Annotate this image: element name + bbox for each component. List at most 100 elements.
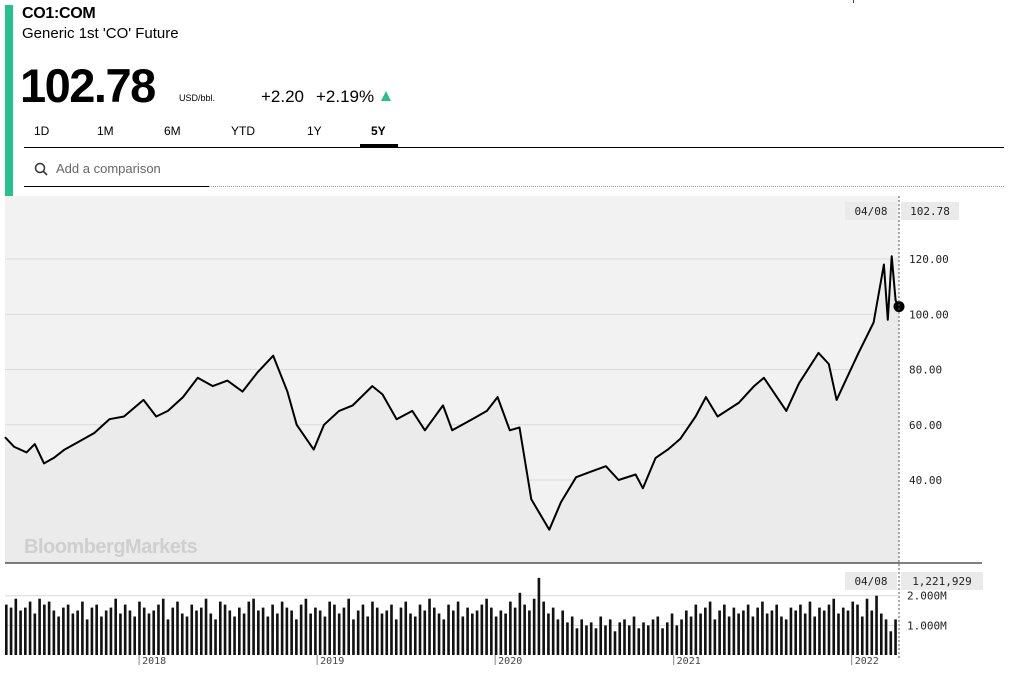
volume-bar [5,604,8,655]
y-tick-label: 40.00 [909,474,942,487]
volume-bar [452,610,455,655]
volume-bar [342,607,346,655]
volume-bar [537,577,541,655]
security-name: Generic 1st 'CO' Future [22,25,179,42]
volume-bar [299,604,303,655]
volume-bar [594,628,598,655]
volume-bar [737,613,740,655]
volume-bar [280,601,284,655]
tab-1y[interactable]: 1Y [307,124,322,138]
price-unit: USD/bbl. [179,93,216,103]
volume-bar [14,598,18,655]
volume-last-value: 1,221,929 [912,575,972,588]
comparison-search-input[interactable] [56,158,206,178]
volume-bar [642,622,645,655]
volume-bar [870,610,874,655]
volume-bar [318,610,322,655]
tab-1d[interactable]: 1D [34,124,50,138]
volume-bar [670,613,674,655]
volume-bar [580,619,584,655]
volume-last-date: 04/08 [854,575,887,588]
volume-bar [808,601,812,655]
volume-bar [218,601,222,655]
volume-bar [789,607,793,655]
volume-bar [708,601,712,655]
volume-bar [542,601,545,655]
volume-bar [471,613,474,655]
y-tick-label: 120.00 [909,253,949,266]
volume-bar [399,607,403,655]
volume-bar [656,616,660,655]
volume-bar [247,601,251,655]
x-tick-label: 2018 [142,656,166,667]
tab-ytd[interactable]: YTD [231,124,255,138]
x-tick-label: 2020 [498,656,522,667]
volume-bar [138,601,141,655]
volume-bar [556,619,560,655]
volume-bar [661,628,664,655]
volume-bar [43,604,46,655]
range-tabs: 1D 1M 6M YTD 1Y 5Y [24,117,1004,148]
volume-bar [480,604,484,655]
volume-bar [109,607,113,655]
volume-bar [157,604,160,655]
volume-bar [528,610,531,655]
volume-bar [81,601,84,655]
volume-bar [570,616,574,655]
volume-bar [114,598,117,655]
volume-bar [846,610,850,655]
last-date-box [845,202,897,220]
volume-bar [9,607,13,655]
volume-bar [665,622,669,655]
volume-bar [185,616,189,655]
volume-bar [314,607,317,655]
volume-bar [799,604,802,655]
volume-bar [761,601,764,655]
volume-bar [618,622,622,655]
volume-bar [104,610,108,655]
tab-6m[interactable]: 6M [164,124,181,138]
volume-bar [860,616,864,655]
volume-bar [242,613,246,655]
volume-bar [599,616,603,655]
volume-bar [304,598,308,655]
volume-bar [375,607,379,655]
y-tick-label: 100.00 [909,308,949,321]
volume-bar [57,616,60,655]
volume-bar [875,595,878,655]
tab-1m[interactable]: 1M [97,124,114,138]
volume-bar [494,616,498,655]
tab-5y[interactable]: 5Y [371,124,386,138]
volume-bar [585,625,588,655]
volume-bar [475,610,479,655]
volume-bar [380,613,384,655]
volume-tick-label: 2.000M [907,590,947,603]
volume-bar [371,601,374,655]
volume-bar [561,610,564,655]
volume-bar [257,610,260,655]
divider [209,186,1004,187]
search-underline [24,186,209,187]
volume-bar [818,607,821,655]
volume-bar [613,631,617,655]
volume-bar [66,604,70,655]
volume-bar [566,622,569,655]
price-series-line [4,255,900,531]
volume-bar [271,604,274,655]
volume-bar [133,616,137,655]
volume-bar [52,610,56,655]
volume-bar [223,604,227,655]
volume-bar [394,619,398,655]
volume-bar [228,610,232,655]
volume-bar [742,610,745,655]
volume-bar [651,619,655,655]
volume-bar [832,598,836,655]
volume-tick-label: 1.000M [907,619,947,632]
volume-bar [423,610,427,655]
volume-bar [233,616,236,655]
volume-bar [822,610,826,655]
volume-bar [90,607,94,655]
volume-bar [366,616,370,655]
volume-bar [689,616,693,655]
volume-bar [532,598,536,655]
